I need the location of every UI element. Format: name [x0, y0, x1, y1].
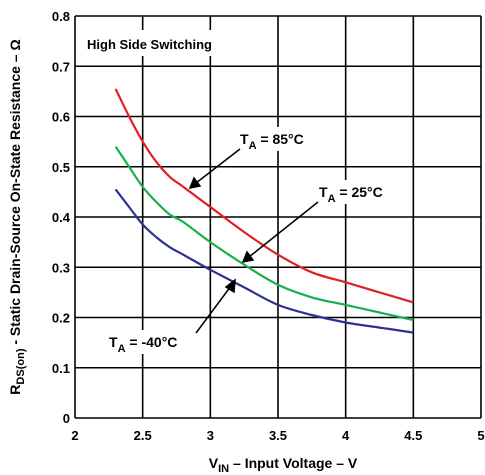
chart-title: High Side Switching [87, 37, 212, 52]
x-tick-label-2: 3 [207, 428, 214, 443]
x-tick-label-1: 2.5 [134, 428, 152, 443]
legend-label-minus40c: TA = -40°C [103, 330, 201, 355]
x-tick-label-3: 3.5 [269, 428, 287, 443]
y-tick-label-3: 0.3 [52, 260, 70, 275]
curves [114, 88, 414, 334]
arrow-25c [248, 201, 319, 258]
y-tick-label-7: 0.7 [52, 59, 70, 74]
x-tick-labels: 2 2.5 3 3.5 4 4.5 5 [71, 428, 484, 443]
arrow-minus40c [195, 285, 232, 334]
series-line-1 [114, 145, 414, 322]
y-tick-label-4: 0.4 [52, 210, 71, 225]
y-tick-label-6: 0.6 [52, 110, 70, 125]
arrow-85c [195, 148, 241, 184]
title-box [80, 30, 250, 56]
y-tick-label-1: 0.1 [52, 361, 70, 376]
x-axis-label: VIN – Input Voltage – V [209, 455, 358, 475]
x-tick-label-4: 4 [342, 428, 350, 443]
legend-box-85c [234, 127, 328, 151]
legend-text-25c: TA = 25°C [319, 184, 383, 205]
x-tick-label-0: 2 [71, 428, 78, 443]
y-tick-label-8: 0.8 [52, 9, 70, 24]
arrow-85c-head [188, 176, 202, 190]
legend-label-25c: TA = 25°C [313, 180, 407, 205]
series-line-2 [114, 188, 414, 334]
grid [74, 15, 482, 419]
x-tick-label-6: 5 [477, 428, 484, 443]
series-line-0 [114, 88, 414, 304]
legend-box-minus40c [103, 330, 201, 354]
legend-label-85c: TA = 85°C [234, 127, 328, 152]
x-tick-label-5: 4.5 [404, 428, 422, 443]
legend-text-minus40c: TA = -40°C [109, 334, 177, 355]
y-axis-label: RDS(on) - Static Drain-Source On-State R… [7, 39, 27, 394]
arrow-minus40c-head [224, 278, 236, 294]
y-tick-label-5: 0.5 [52, 160, 70, 175]
annotation-arrows [188, 148, 319, 334]
legend-box-25c [313, 180, 407, 204]
arrow-25c-head [241, 250, 255, 264]
legend-text-85c: TA = 85°C [240, 131, 304, 152]
y-tick-label-0: 0 [63, 411, 70, 426]
y-tick-labels: 0 0.1 0.2 0.3 0.4 0.5 0.6 0.7 0.8 [52, 9, 71, 426]
y-tick-label-2: 0.2 [52, 311, 70, 326]
